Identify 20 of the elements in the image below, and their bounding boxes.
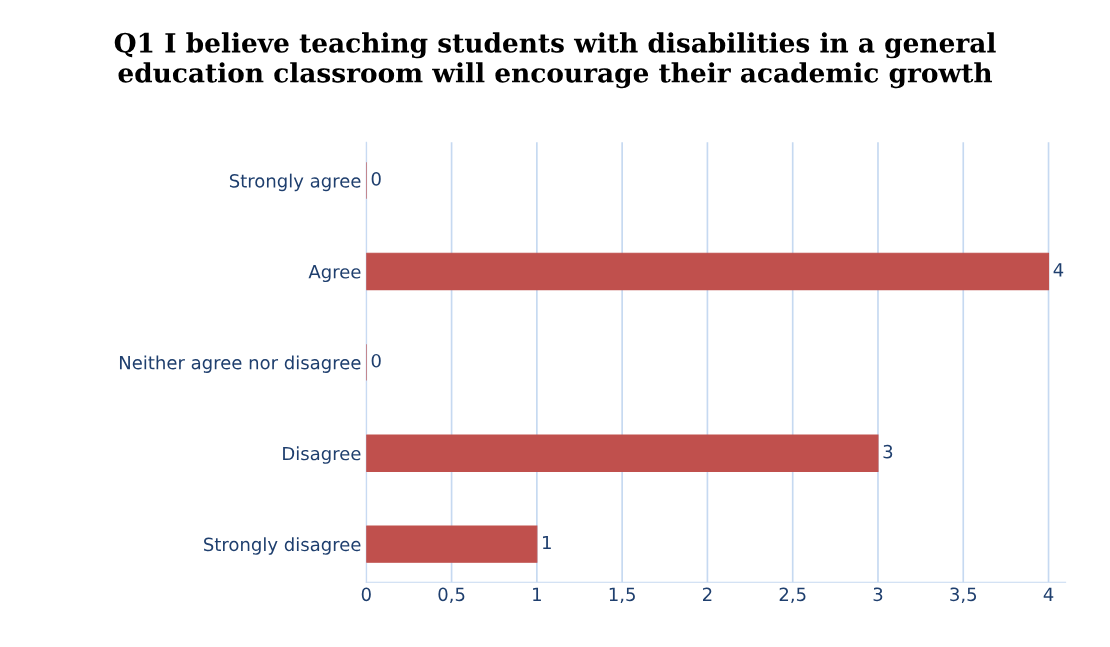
y-tick-label: Strongly disagree [204,537,361,555]
data-label: 1 [543,535,551,550]
y-tick-label: Agree [308,265,361,283]
x-tick-label: 2 [703,587,712,601]
x-tick-label: 0 [361,587,371,602]
data-label: 3 [883,444,893,459]
x-tick-label: 4 [1043,587,1054,601]
x-tick-label: 3,5 [950,587,977,603]
chart-title: Q1 I believe teaching students with disabilities in a general education classroom will encourage their academic growth [114,32,996,89]
y-tick-label: Strongly agree [229,173,361,192]
data-label: 4 [1053,263,1064,277]
x-tick-label: 2,5 [779,587,806,603]
x-tick-label: 3 [873,587,883,602]
x-tick-label: 1,5 [609,587,635,603]
data-label: 0 [371,353,381,368]
x-tick-label: 0,5 [438,587,465,603]
y-tick-label: Neither agree nor disagree [119,355,361,373]
y-tick-label: Disagree [283,446,361,464]
x-tick-label: 1 [533,587,541,601]
data-label: 0 [371,172,381,186]
